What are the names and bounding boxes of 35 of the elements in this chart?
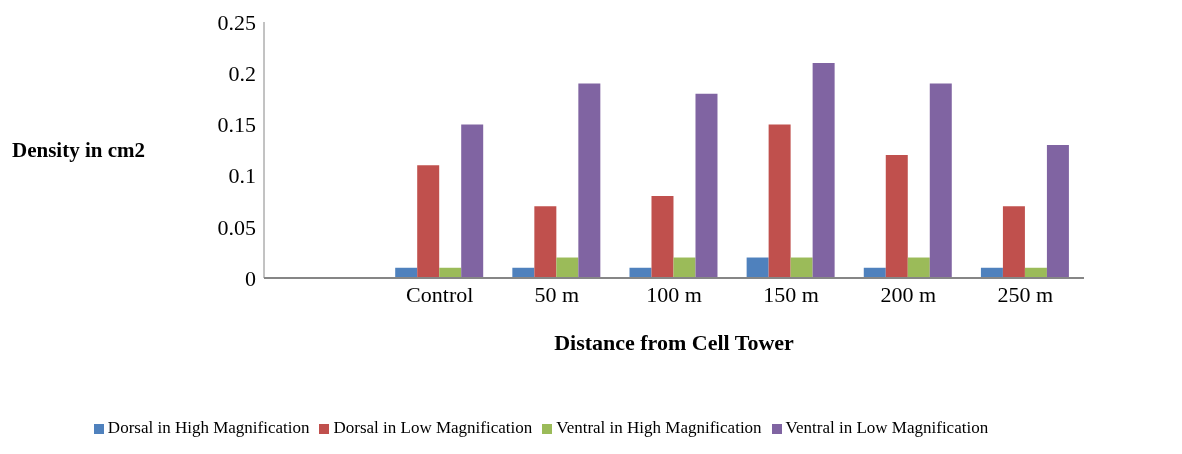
- bar: [907, 257, 930, 278]
- x-tick-label: 100 m: [646, 281, 702, 307]
- legend-label: Ventral in Low Magnification: [785, 418, 989, 437]
- y-tick-label: 0: [245, 265, 256, 291]
- bar: [578, 83, 601, 278]
- bar: [790, 257, 813, 278]
- x-tick-label: Control: [406, 281, 474, 307]
- y-tick-label: 0.25: [217, 9, 256, 35]
- bar: [695, 93, 718, 278]
- bar: [929, 83, 952, 278]
- legend-label: Ventral in High Magnification: [556, 418, 762, 437]
- x-tick-label: 250 m: [997, 281, 1054, 307]
- x-axis-title: Distance from Cell Tower: [554, 330, 795, 355]
- bar: [746, 257, 769, 278]
- bar: [673, 257, 696, 278]
- y-tick-label: 0.15: [217, 112, 256, 138]
- bar: [812, 62, 835, 278]
- legend-label: Dorsal in High Magnification: [107, 418, 310, 437]
- bar: [417, 165, 440, 278]
- bar: [651, 196, 674, 278]
- bar: [1046, 144, 1069, 278]
- bar: [556, 257, 579, 278]
- x-tick-label: 200 m: [880, 281, 937, 307]
- bar: [534, 206, 557, 278]
- y-tick-label: 0.2: [228, 61, 256, 87]
- x-tick-label: 50 m: [534, 281, 580, 307]
- bar: [885, 155, 908, 278]
- bar: [461, 124, 484, 278]
- y-axis-title: Density in cm2: [12, 138, 145, 163]
- legend-label: Dorsal in Low Magnification: [333, 418, 533, 437]
- y-tick-label: 0.05: [217, 214, 256, 240]
- y-tick-label: 0.1: [228, 163, 256, 189]
- bar: [768, 124, 791, 278]
- x-tick-label: 150 m: [763, 281, 819, 307]
- bar: [1002, 206, 1025, 278]
